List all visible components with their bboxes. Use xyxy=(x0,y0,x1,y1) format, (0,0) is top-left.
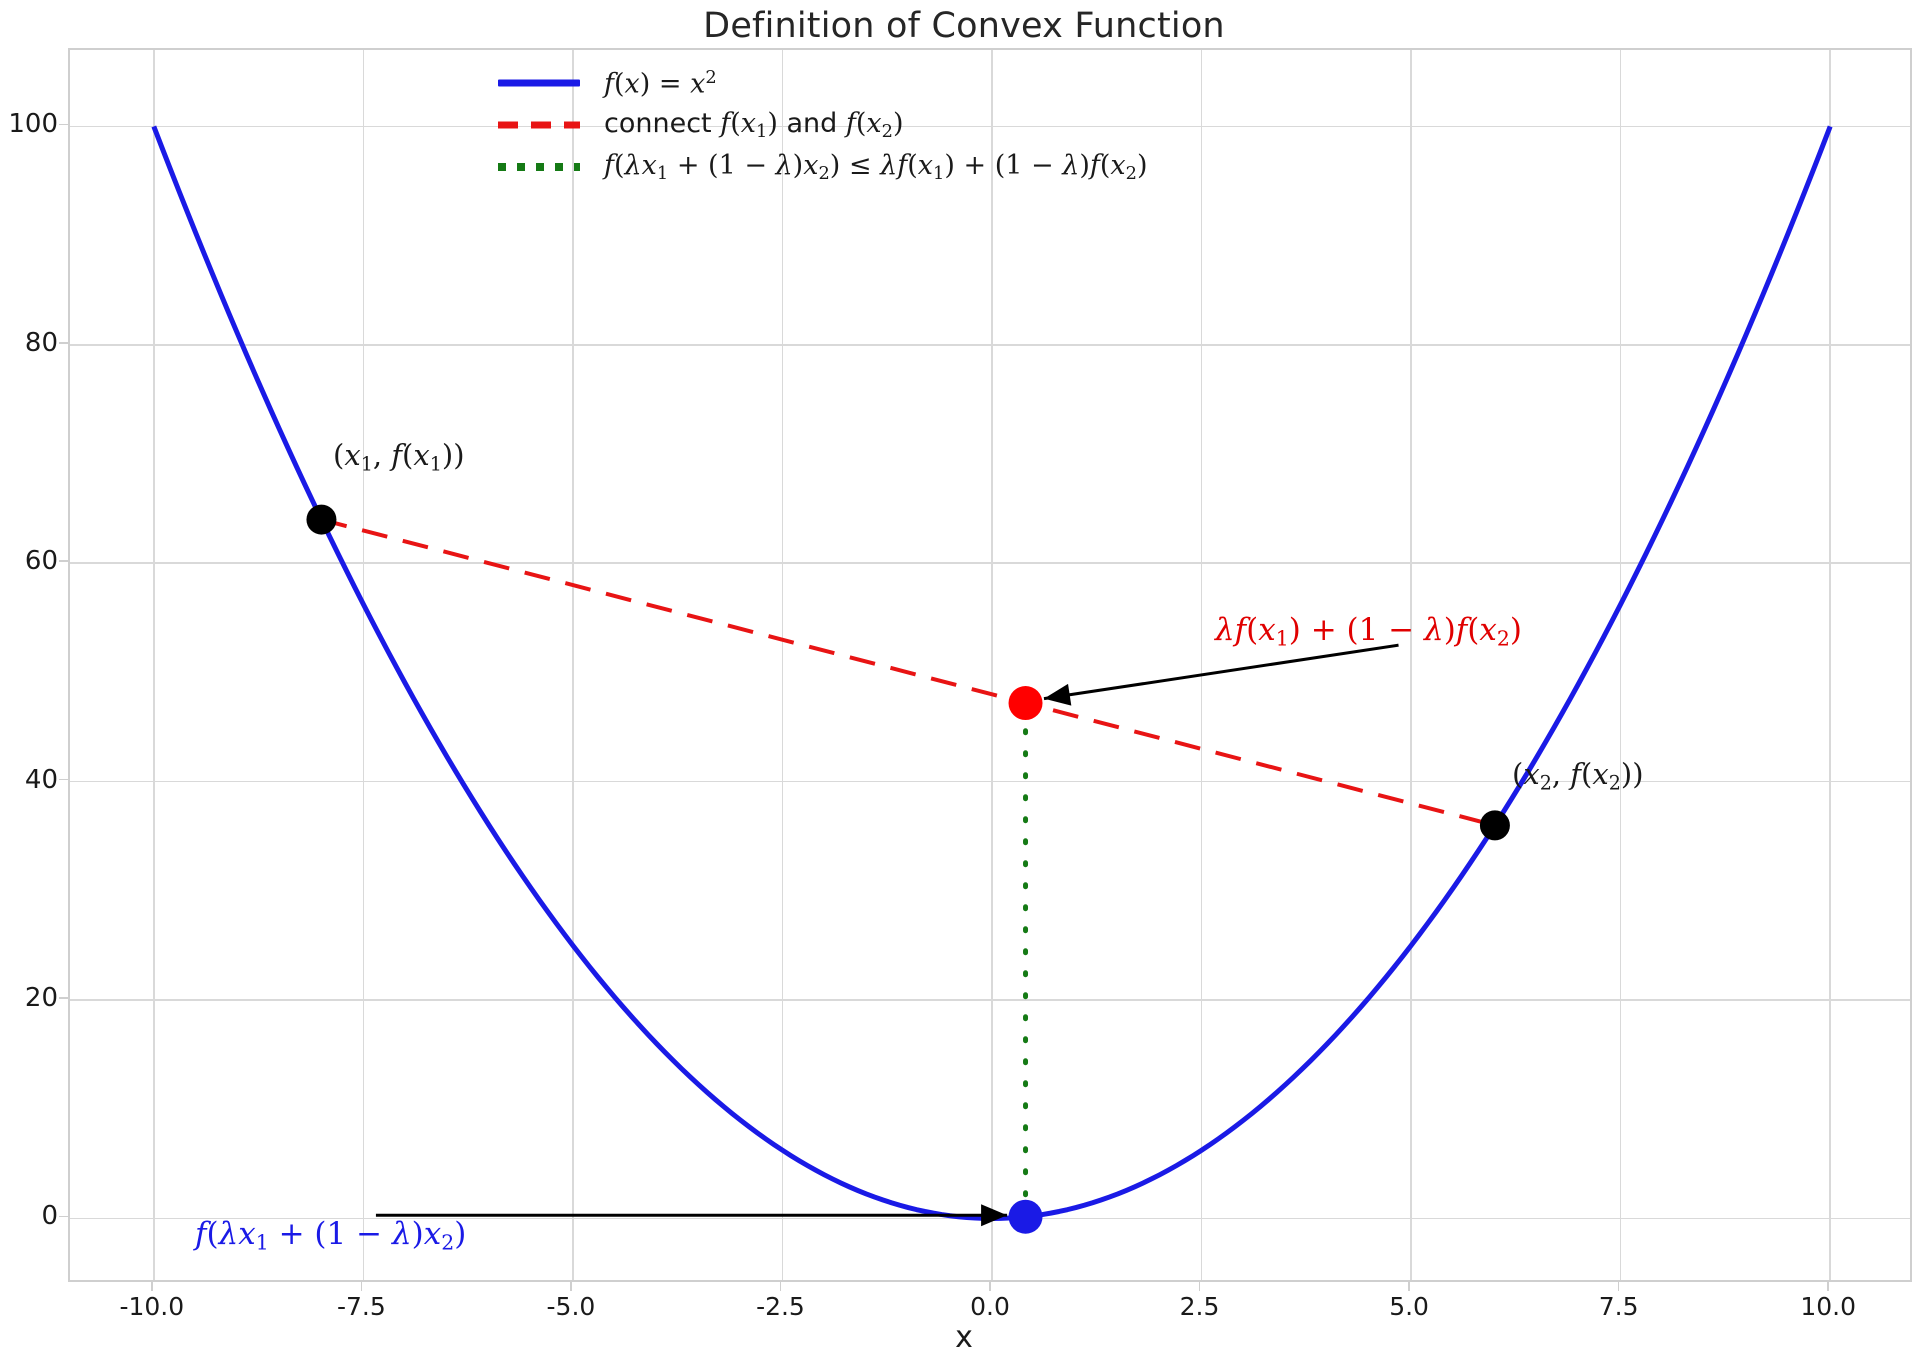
grid-line-vertical xyxy=(1619,50,1622,1280)
grid-line-vertical xyxy=(1200,50,1203,1280)
plot-axes xyxy=(68,48,1912,1282)
y-axis-label: f(x) xyxy=(0,639,2,691)
plot-canvas xyxy=(151,125,1833,1234)
data-point-marker[interactable] xyxy=(306,504,337,535)
y-tick-mark xyxy=(59,342,68,344)
grid-line-vertical xyxy=(1410,50,1412,1280)
legend-label-curve: f(x) = x2 xyxy=(604,66,717,100)
chart-legend: f(x) = x2 connect f(x1) and f(x2) f(λx1 … xyxy=(498,62,1148,188)
legend-swatch-solid-line xyxy=(498,73,580,93)
data-point-marker[interactable] xyxy=(1008,686,1043,721)
x-axis-label: x xyxy=(955,1320,973,1355)
annotation-point-x1: (x1, f(x1)) xyxy=(333,438,465,476)
leader-arrow-chord xyxy=(1043,643,1399,701)
grid-line-horizontal xyxy=(70,344,1910,346)
x-tick-label: -7.5 xyxy=(336,1292,386,1321)
y-tick-label: 20 xyxy=(24,983,58,1014)
legend-item-inequality[interactable]: f(λx1 + (1 − λ)x2) ≤ λf(x1) + (1 − λ)f(x… xyxy=(498,146,1148,188)
legend-item-chord[interactable]: connect f(x1) and f(x2) xyxy=(498,104,1138,146)
x-tick-label: 7.5 xyxy=(1598,1292,1639,1321)
grid-line-horizontal xyxy=(70,562,1910,565)
grid-line-vertical xyxy=(572,50,574,1280)
x-tick-mark xyxy=(360,1282,363,1291)
x-tick-label: 10.0 xyxy=(1800,1292,1857,1321)
y-tick-label: 100 xyxy=(8,109,58,140)
y-tick-mark xyxy=(59,1215,68,1218)
y-tick-mark xyxy=(59,560,68,563)
series-dashed xyxy=(320,517,1496,828)
data-point-marker[interactable] xyxy=(1479,810,1510,841)
x-tick-mark xyxy=(151,1282,153,1291)
legend-item-curve[interactable]: f(x) = x2 xyxy=(498,62,1138,104)
x-tick-mark xyxy=(1617,1282,1620,1291)
x-tick-label: 0.0 xyxy=(970,1292,1010,1321)
annotation-chord-value: λf(x1) + (1 − λ)f(x2) xyxy=(1215,612,1522,651)
grid-line-horizontal xyxy=(70,125,1910,128)
y-tick-label: 60 xyxy=(24,546,58,577)
grid-line-vertical xyxy=(153,50,155,1280)
legend-label-chord: connect f(x1) and f(x2) xyxy=(604,108,904,142)
grid-line-horizontal xyxy=(70,780,1910,783)
series-solid xyxy=(151,125,1833,1221)
legend-label-inequality: f(λx1 + (1 − λ)x2) ≤ λf(x1) + (1 − λ)f(x… xyxy=(604,150,1148,184)
grid-line-horizontal xyxy=(70,999,1910,1001)
grid-line-vertical xyxy=(781,50,784,1280)
grid-line-vertical xyxy=(1829,50,1831,1280)
x-tick-mark xyxy=(1827,1282,1829,1291)
x-tick-label: -5.0 xyxy=(546,1292,596,1321)
y-tick-label: 80 xyxy=(24,327,58,358)
annotation-point-x2: (x2, f(x2)) xyxy=(1512,757,1644,795)
leader-arrow-chord-head xyxy=(1043,683,1072,706)
x-tick-label: -10.0 xyxy=(119,1292,185,1321)
x-tick-mark xyxy=(570,1282,572,1291)
grid-line-vertical xyxy=(991,50,993,1280)
data-point-marker[interactable] xyxy=(1008,1199,1043,1234)
x-tick-label: -2.5 xyxy=(756,1292,805,1321)
data-layer xyxy=(70,50,1910,1280)
x-tick-mark xyxy=(1198,1282,1201,1291)
y-tick-mark xyxy=(59,997,68,999)
legend-swatch-dotted-line xyxy=(498,157,580,177)
chart-title: Definition of Convex Function xyxy=(703,6,1225,46)
y-tick-label: 0 xyxy=(41,1201,58,1232)
x-tick-mark xyxy=(779,1282,782,1291)
y-tick-label: 40 xyxy=(24,764,58,795)
y-tick-mark xyxy=(59,123,68,126)
x-tick-mark xyxy=(1408,1282,1410,1291)
legend-swatch-dashed-line xyxy=(498,115,580,135)
grid-line-vertical xyxy=(362,50,365,1280)
y-tick-mark xyxy=(59,778,68,781)
x-tick-mark xyxy=(989,1282,991,1291)
x-tick-label: 5.0 xyxy=(1389,1292,1429,1321)
x-tick-label: 2.5 xyxy=(1179,1292,1220,1321)
leader-arrow-function-head xyxy=(981,1204,1008,1227)
annotation-function-value: f(λx1 + (1 − λ)x2) xyxy=(195,1216,467,1255)
